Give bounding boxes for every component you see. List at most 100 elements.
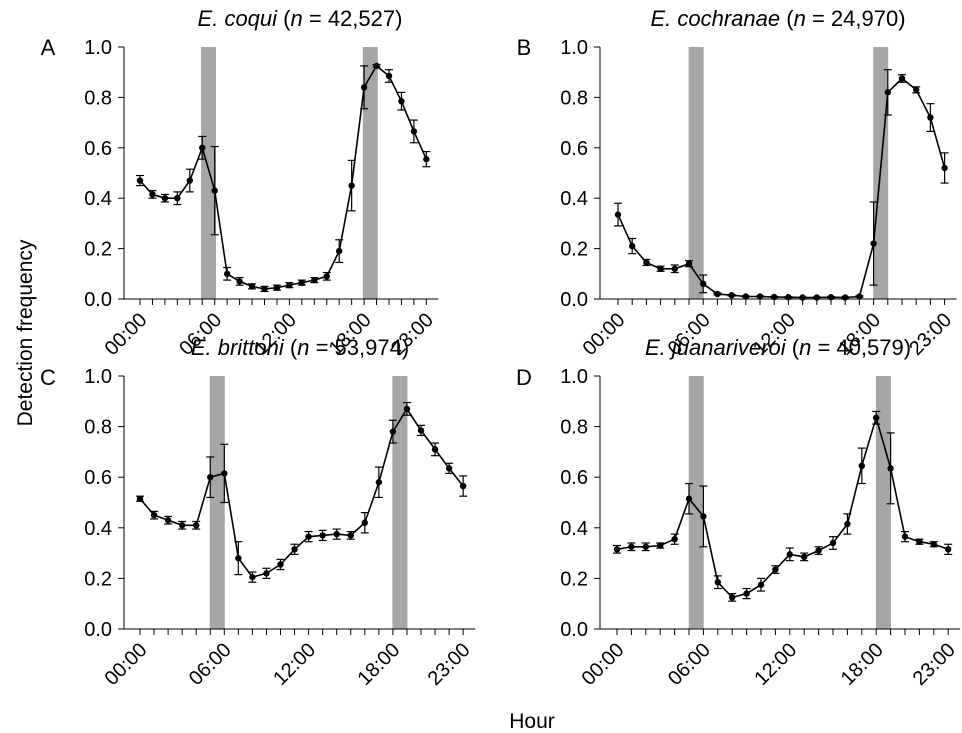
data-point — [629, 242, 636, 250]
data-point — [941, 164, 948, 172]
data-point — [273, 284, 281, 291]
data-point — [398, 97, 405, 105]
data-point — [186, 177, 193, 184]
series-line — [139, 64, 428, 290]
data-point — [348, 182, 355, 189]
y-tick-label: 0.8 — [84, 87, 112, 109]
data-point — [884, 89, 891, 96]
data-point — [385, 72, 393, 80]
data-point — [161, 195, 169, 202]
series-line — [139, 407, 464, 579]
data-point — [136, 177, 144, 184]
data-point — [323, 273, 330, 280]
y-tick-label: 0.0 — [84, 289, 112, 311]
y-tick-label: 0.6 — [84, 467, 112, 489]
data-point — [700, 280, 707, 288]
x-tick-label: 12:00 — [750, 639, 801, 690]
x-tick-label: 06:00 — [185, 639, 236, 690]
data-point — [613, 546, 621, 553]
data-point — [614, 211, 622, 218]
y-tick-label: 0.4 — [84, 518, 112, 540]
y-tick-label: 1.0 — [84, 366, 112, 388]
y-tick-label: 0.6 — [84, 138, 112, 160]
data-point — [685, 495, 693, 502]
data-point — [236, 278, 243, 285]
x-tick-label: 18:00 — [353, 639, 404, 690]
data-point — [211, 187, 218, 194]
data-point — [657, 542, 664, 549]
data-point — [311, 276, 318, 284]
data-point — [856, 293, 863, 300]
data-point — [700, 513, 707, 520]
panel-d: E. juanariveroi (n = 40,579) D 0.0 0.2 0.4… — [516, 335, 961, 690]
shade-band — [688, 47, 704, 299]
data-point — [375, 479, 383, 486]
data-point — [729, 594, 736, 601]
data-point — [785, 294, 792, 301]
data-point — [714, 578, 721, 586]
data-point — [178, 522, 186, 529]
data-point — [347, 532, 354, 539]
x-tick-label: 23:00 — [905, 309, 956, 360]
data-point — [756, 293, 764, 300]
series-line — [617, 77, 946, 299]
data-point — [305, 533, 312, 540]
data-point — [728, 292, 735, 299]
data-point — [801, 553, 808, 561]
data-point — [319, 532, 326, 539]
data-point — [898, 75, 906, 82]
data-point — [813, 294, 820, 301]
y-tick-label: 1.0 — [560, 366, 588, 388]
data-point — [286, 281, 293, 289]
data-point — [174, 195, 181, 202]
panel-b-plot: 0.00.20.40.60.81.000:00 06:00 12:00 18:00 23… — [560, 37, 957, 360]
y-tick-label: 0.2 — [560, 239, 588, 261]
x-tick-label: 00:00 — [101, 309, 152, 360]
panel-b: E. cochranae (n = 24,970) B 0.0 0.2 0.4 0.6… — [517, 6, 957, 360]
y-tick-label: 0.4 — [560, 518, 588, 540]
data-point — [685, 260, 693, 267]
y-tick-label: 0.8 — [560, 87, 588, 109]
data-point — [829, 539, 837, 547]
data-point — [360, 84, 368, 91]
shade-band — [362, 47, 378, 299]
shade-band — [392, 376, 408, 629]
data-point — [815, 547, 822, 554]
x-tick-label: 23:00 — [424, 639, 475, 690]
y-tick-label: 0.6 — [560, 467, 588, 489]
y-tick-label: 0.2 — [84, 568, 112, 590]
data-point — [945, 546, 952, 553]
panel-b-title: E. cochranae (n = 24,970) — [650, 6, 905, 31]
data-point — [916, 538, 923, 545]
data-point — [844, 520, 851, 528]
data-point — [771, 293, 778, 301]
panel-b-letter: B — [517, 35, 532, 60]
x-tick-label: 23:00 — [909, 639, 960, 690]
data-point — [221, 470, 228, 477]
data-point — [757, 581, 765, 588]
x-tick-label: 00:00 — [579, 309, 630, 360]
panel-d-plot: 0.0 0.2 0.4 0.6 0.8 1.0 00:00 06:00 12:00 18:00 23… — [560, 366, 961, 690]
data-point — [842, 294, 849, 301]
series-line — [616, 414, 949, 599]
data-point — [389, 428, 397, 435]
panel-c-title: E. brittoni (n = 53,974) — [191, 335, 409, 360]
x-tick-label: 00:00 — [578, 639, 629, 690]
panel-a-plot: 0.00.20.40.60.81.000:00 06:00 12:00 18:00 23… — [84, 37, 439, 360]
data-point — [772, 566, 779, 573]
data-point — [643, 259, 650, 266]
panel-d-title: E. juanariveroi (n = 40,579) — [645, 335, 911, 360]
data-point — [642, 543, 649, 550]
data-point — [263, 570, 270, 577]
x-tick-label: 06:00 — [664, 639, 715, 690]
data-point — [199, 144, 206, 151]
y-tick-label: 0.0 — [560, 619, 588, 641]
y-tick-label: 0.0 — [560, 289, 588, 311]
data-point — [164, 517, 172, 524]
y-tick-label: 0.2 — [84, 239, 112, 261]
data-point — [150, 511, 158, 519]
data-point — [423, 155, 430, 163]
data-point — [277, 561, 284, 568]
data-point — [887, 465, 894, 472]
y-axis-label: Detection frequency — [14, 239, 37, 426]
